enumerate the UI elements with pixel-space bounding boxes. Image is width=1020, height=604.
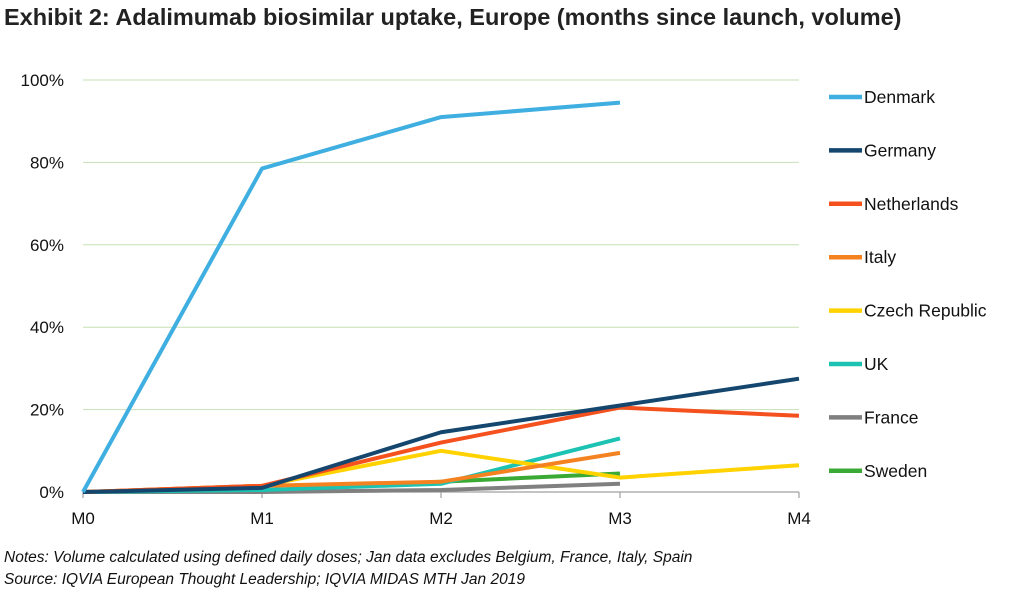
series-line-denmark [81,100,621,493]
x-tick-label: M0 [71,509,95,528]
y-tick-label: 0% [39,483,64,502]
x-axis-ticks: M0 M1 M2 M3 M4 [71,492,811,528]
series-line-czech-republic [82,448,800,494]
legend-label-netherlands: Netherlands [864,194,959,214]
notes-line: Notes: Volume calculated using defined d… [4,549,693,566]
y-tick-label: 80% [30,153,64,172]
chart-title: Exhibit 2: Adalimumab biosimilar uptake,… [4,4,902,30]
legend-label-france: France [864,407,918,427]
series-lines [81,100,800,494]
source-line: Source: IQVIA European Thought Leadershi… [4,571,525,588]
y-axis-ticks: 0% 20% 40% 60% 80% 100% [21,71,64,502]
y-tick-label: 20% [30,401,64,420]
legend-label-uk: UK [864,354,889,374]
gridlines [83,79,799,411]
y-tick-label: 60% [30,236,64,255]
y-tick-label: 100% [21,71,64,90]
x-tick-label: M3 [608,509,632,528]
legend: Denmark Germany Netherlands Italy Czech Repu… [829,87,987,481]
series-line-germany [82,376,800,494]
legend-label-germany: Germany [864,140,936,160]
x-tick-label: M4 [787,509,811,528]
legend-label-denmark: Denmark [864,87,935,107]
x-tick-label: M1 [250,509,274,528]
chart-notes: Notes: Volume calculated using defined d… [4,547,692,591]
legend-label-sweden: Sweden [864,461,927,481]
legend-label-czech-republic: Czech Republic [864,301,987,321]
y-tick-label: 40% [30,318,64,337]
legend-label-italy: Italy [864,247,896,267]
x-tick-label: M2 [429,509,453,528]
